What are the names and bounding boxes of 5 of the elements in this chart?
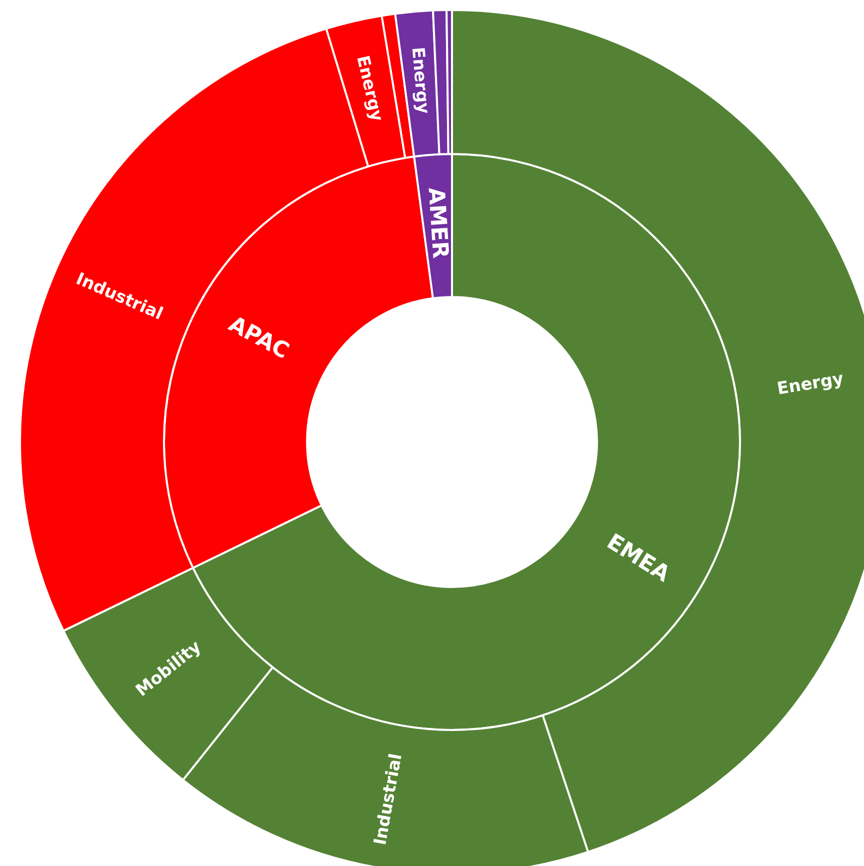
slice-label: Industrial <box>370 752 406 847</box>
slice-label: Energy <box>352 54 387 124</box>
slice-label: Energy <box>407 46 434 115</box>
slice-label: AMER <box>422 186 452 260</box>
slice-label: Energy <box>776 368 845 400</box>
